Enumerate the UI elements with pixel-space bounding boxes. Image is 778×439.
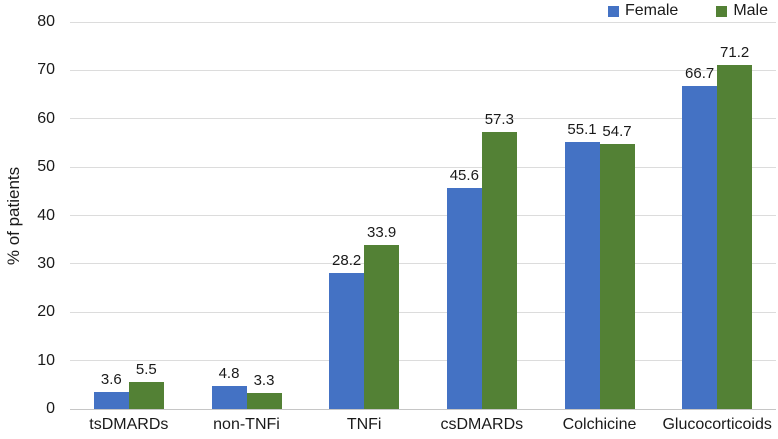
chart-legend: Female Male [607, 2, 768, 20]
gridline [70, 263, 776, 265]
bar-value-label: 54.7 [602, 123, 632, 141]
y-axis-tick-label: 30 [37, 254, 55, 272]
y-axis-tick-label: 10 [37, 351, 55, 369]
legend-label-male: Male [733, 2, 768, 19]
bar-value-label: 3.6 [100, 370, 122, 388]
legend-swatch-female [607, 5, 619, 17]
bar-female-colchicine [564, 142, 600, 409]
y-axis-tick-label: 40 [37, 206, 55, 224]
x-axis-category-label: csDMARDs [440, 416, 524, 433]
gridline [70, 118, 776, 120]
bar-value-label: 4.8 [218, 364, 240, 382]
y-axis-tick-label: 50 [37, 158, 55, 176]
bar-value-label: 66.7 [685, 65, 715, 83]
legend-swatch-male [716, 5, 728, 17]
bar-male-glucocorticoids [717, 64, 753, 409]
gridline [70, 311, 776, 313]
x-axis-category-label: Glucocorticoids [662, 416, 772, 433]
bar-male-tsdmards [128, 382, 164, 409]
bar-value-label: 5.5 [135, 361, 157, 379]
x-axis-category-label: non-TNFi [213, 416, 280, 433]
y-axis-tick-label: 70 [37, 61, 55, 79]
legend-item-male: Male [716, 2, 768, 20]
legend-label-female: Female [624, 2, 679, 19]
bar-value-label: 57.3 [484, 110, 514, 128]
y-axis-labels: 0 10 20 30 40 50 60 70 80 [0, 13, 55, 417]
y-axis-tick-label: 20 [37, 303, 55, 321]
bar-female-glucocorticoids [682, 86, 718, 409]
bar-value-label: 28.2 [332, 251, 362, 269]
plot-area: 3.6 5.5 4.8 3.3 28.2 33.9 45.6 57.3 55.1 54.7 66.7… [70, 21, 776, 410]
bar-male-tnfi [364, 245, 400, 409]
y-axis-tick-label: 0 [46, 400, 55, 417]
bar-male-non-tnfi [246, 393, 282, 409]
x-axis-category-label: Colchicine [562, 416, 637, 433]
bar-value-label: 55.1 [567, 121, 597, 139]
bar-male-colchicine [599, 144, 635, 409]
bar-value-label: 33.9 [367, 224, 397, 241]
gridline [70, 215, 776, 216]
y-axis-tick-label: 80 [37, 13, 55, 30]
bar-male-csdmards [481, 131, 517, 409]
bar-value-label: 45.6 [449, 167, 479, 185]
bar-value-label: 71.2 [720, 43, 750, 61]
gridline [70, 166, 776, 168]
bar-female-tnfi [329, 272, 365, 409]
bar-female-non-tnfi [211, 385, 247, 409]
gridline [70, 69, 776, 71]
x-axis-baseline [70, 408, 776, 410]
x-axis-category-label: tsDMARDs [89, 416, 169, 433]
gridline [70, 360, 776, 362]
bar-female-csdmards [446, 188, 482, 409]
y-axis-tick-label: 60 [37, 109, 55, 127]
legend-item-female: Female [607, 2, 679, 20]
gridline [70, 21, 776, 23]
bar-female-tsdmards [93, 391, 129, 409]
x-axis-category-label: TNFi [346, 416, 382, 433]
bar-value-label: 3.3 [253, 372, 275, 390]
